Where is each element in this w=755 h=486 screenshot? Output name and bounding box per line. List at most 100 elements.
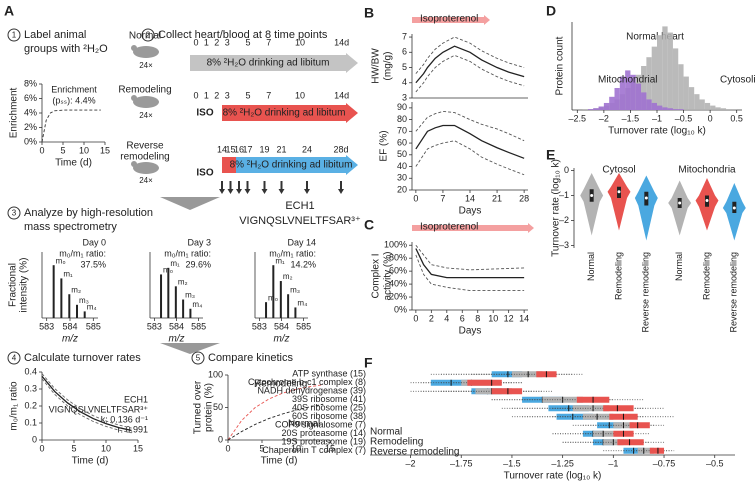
mouse-icon bbox=[133, 46, 159, 58]
y-axis-label: Fractional bbox=[8, 263, 19, 307]
y-tick-label: 0 bbox=[32, 434, 37, 444]
y-tick-label: 0.2 bbox=[24, 400, 37, 410]
violin-median bbox=[678, 201, 682, 205]
annotation: m₀/m₁ ratio: bbox=[59, 248, 106, 258]
x-tick-label: Reverse remodeling bbox=[641, 252, 651, 333]
x-tick-label: Remodeling bbox=[613, 252, 623, 300]
y-axis-label: Complex I bbox=[371, 253, 382, 298]
x-axis-label: Time (d) bbox=[55, 158, 92, 169]
histogram-bar bbox=[582, 109, 588, 110]
box bbox=[637, 447, 654, 454]
histogram-bar bbox=[672, 109, 679, 110]
y-tick-label: 0 bbox=[218, 434, 223, 444]
day-label: 7 bbox=[266, 37, 271, 47]
x-tick-label: 8 bbox=[475, 313, 480, 323]
group-label: Cytosol bbox=[602, 165, 635, 176]
annotation: m₀/m₁ ratio: bbox=[269, 248, 316, 258]
y-tick-label: 0 bbox=[564, 165, 569, 175]
y-tick-label: 100% bbox=[384, 240, 407, 250]
x-tick-label: –2 bbox=[599, 113, 609, 123]
day-label: 2 bbox=[214, 90, 219, 100]
x-tick-label: 7 bbox=[440, 193, 445, 203]
y-tick-label: 70 bbox=[397, 126, 407, 136]
histogram-bar bbox=[672, 48, 679, 110]
x-tick-label: 583 bbox=[147, 321, 162, 331]
y-tick-label: 80% bbox=[389, 253, 407, 263]
x-tick-label: –0.5 bbox=[706, 458, 724, 468]
x-axis-label: Turnover rate (log₁₀ k) bbox=[504, 471, 602, 482]
timeline-arrow bbox=[236, 155, 358, 175]
peak bbox=[83, 311, 86, 318]
panel-label: E bbox=[546, 147, 555, 163]
y-tick-label: 5 bbox=[402, 62, 407, 72]
y-axis-label: protein (%) bbox=[204, 383, 215, 432]
panel-label: D bbox=[546, 3, 556, 19]
iso-label: ISO bbox=[196, 108, 213, 119]
histogram-bar bbox=[614, 88, 620, 110]
y-tick-label: 0.4 bbox=[24, 366, 37, 376]
sample-arrow bbox=[244, 181, 251, 194]
histogram-bar bbox=[598, 106, 604, 110]
histogram-bar bbox=[694, 94, 700, 110]
annotation: 14.2% bbox=[290, 259, 316, 269]
x-tick-label: 12 bbox=[504, 313, 514, 323]
row-label: Cytochrome b-c1 complex (8) bbox=[248, 377, 366, 387]
peak bbox=[68, 294, 71, 318]
y-tick-label: 60% bbox=[389, 266, 407, 276]
panel-label: F bbox=[364, 355, 373, 371]
histogram-bar bbox=[683, 76, 689, 110]
day-label: 0 bbox=[193, 37, 198, 47]
box bbox=[603, 405, 634, 412]
x-tick-label: 583 bbox=[252, 321, 267, 331]
histogram-bar bbox=[603, 102, 610, 110]
row-label: NADH dehydrogenase (39) bbox=[257, 386, 366, 396]
box bbox=[491, 388, 523, 395]
box bbox=[467, 379, 502, 386]
peak-label: m₃ bbox=[290, 285, 300, 294]
series-line bbox=[415, 254, 525, 292]
peak-label: m₃ bbox=[185, 291, 195, 300]
annotation: m₀/m₁ ratio: bbox=[164, 248, 211, 258]
day-label: 0 bbox=[193, 90, 198, 100]
series-line bbox=[415, 45, 525, 84]
y-tick-label: 4% bbox=[24, 107, 37, 117]
violin-median bbox=[590, 194, 594, 197]
series-line bbox=[41, 378, 132, 434]
x-axis-label: Time (d) bbox=[261, 456, 298, 467]
annotation: 29.6% bbox=[185, 259, 211, 269]
series-line bbox=[415, 124, 525, 159]
violin-median bbox=[732, 206, 736, 210]
y-tick-label: –3 bbox=[559, 240, 569, 250]
timeline-arrow bbox=[190, 53, 358, 73]
peak-label: m₃ bbox=[79, 296, 89, 305]
step-number: 1 bbox=[12, 31, 17, 40]
y-tick-label: 0% bbox=[394, 304, 407, 314]
legend-entry: Cytosolic bbox=[720, 75, 755, 86]
step-text: Analyze by high-resolution bbox=[24, 207, 153, 219]
x-tick-label: 0 bbox=[413, 313, 418, 323]
peak bbox=[189, 308, 192, 318]
y-axis-label: HW/BW bbox=[371, 48, 382, 84]
y-tick-label: 60 bbox=[397, 137, 407, 147]
day-label: 14d bbox=[334, 37, 349, 47]
x-tick-label: 0 bbox=[39, 443, 44, 453]
peak bbox=[287, 294, 290, 318]
day-label: 14 bbox=[217, 144, 227, 154]
x-tick-label: 15 bbox=[133, 443, 143, 453]
annotation: Day 14 bbox=[287, 237, 316, 247]
y-tick-label: 50 bbox=[213, 402, 223, 412]
row-label: COP9 signalosome (7) bbox=[275, 420, 366, 430]
step-text: mass spectrometry bbox=[24, 221, 117, 233]
y-tick-label: 2% bbox=[24, 122, 37, 132]
y-tick-label: 3 bbox=[402, 92, 407, 102]
panel-label: B bbox=[364, 5, 374, 21]
x-tick-label: 21 bbox=[492, 193, 502, 203]
iso-bar bbox=[222, 157, 236, 173]
step-badge bbox=[7, 351, 21, 365]
legend-entry: Normal bbox=[288, 419, 320, 430]
day-label: 17 bbox=[242, 144, 252, 154]
box bbox=[649, 447, 665, 454]
violin-median bbox=[644, 196, 648, 200]
legend-entry: Remodeling bbox=[254, 379, 307, 390]
